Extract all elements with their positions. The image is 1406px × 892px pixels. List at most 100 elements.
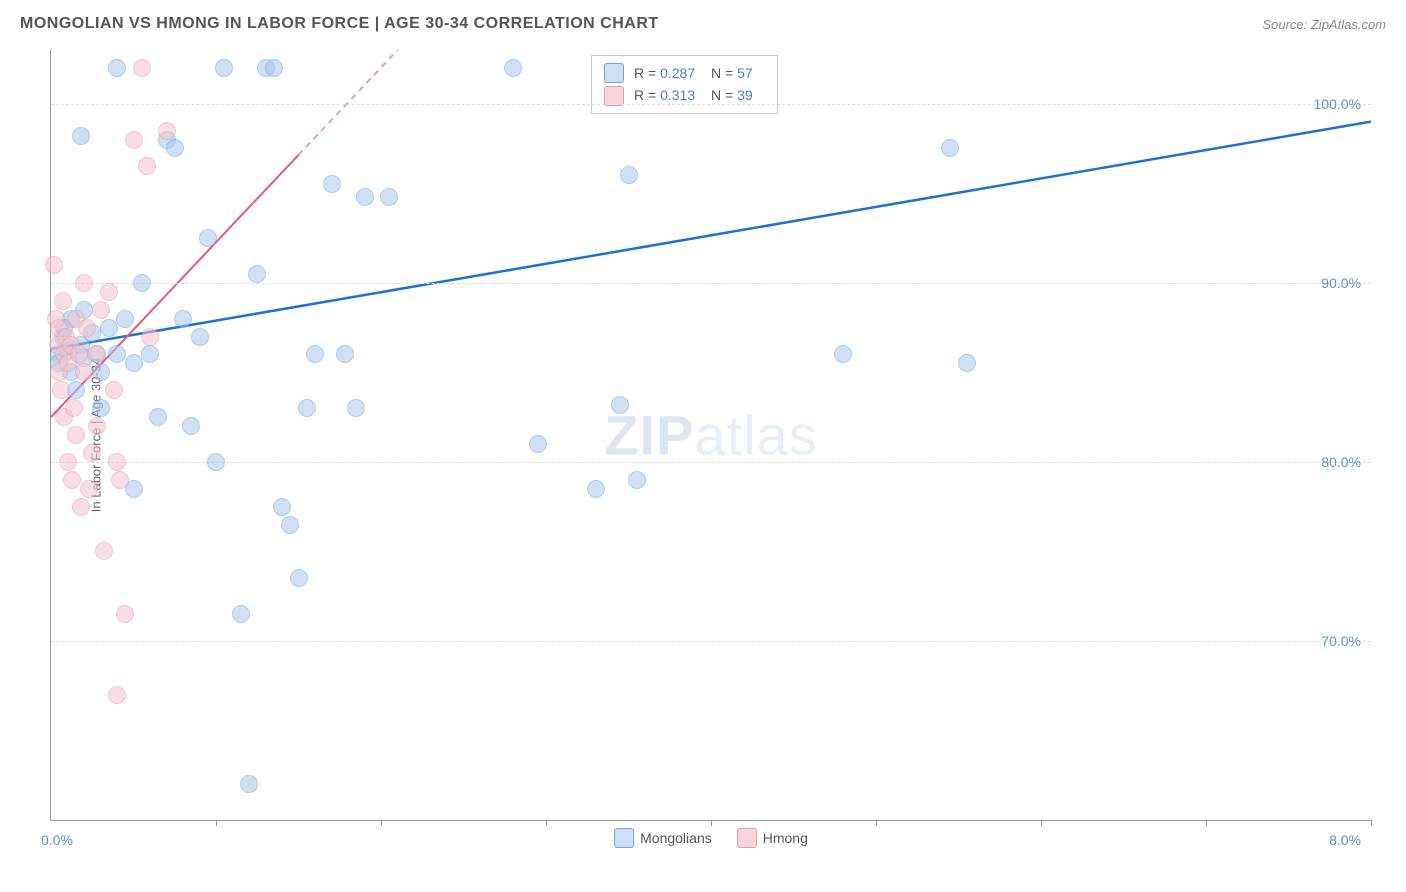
swatch-mongolians <box>604 63 624 83</box>
swatch-hmong <box>604 86 624 106</box>
data-point <box>133 59 151 77</box>
data-point <box>125 131 143 149</box>
gridline <box>51 641 1371 642</box>
data-point <box>323 175 341 193</box>
legend-label-hmong: Hmong <box>763 830 808 846</box>
legend-item-mongolians: Mongolians <box>614 828 712 848</box>
data-point <box>72 127 90 145</box>
data-point <box>611 396 629 414</box>
data-point <box>336 345 354 363</box>
source-label: Source: ZipAtlas.com <box>1262 17 1386 32</box>
data-point <box>92 399 110 417</box>
data-point <box>75 274 93 292</box>
scatter-chart: In Labor Force | Age 30-34 ZIPatlas R = … <box>50 50 1371 821</box>
data-point <box>620 166 638 184</box>
x-tick <box>711 820 712 826</box>
data-point <box>149 408 167 426</box>
data-point <box>108 686 126 704</box>
data-point <box>232 605 250 623</box>
stats-row-mongolians: R = 0.287 N = 57 <box>604 62 765 84</box>
gridline <box>51 283 1371 284</box>
gridline <box>51 462 1371 463</box>
data-point <box>941 139 959 157</box>
data-point <box>108 345 126 363</box>
y-tick-label: 100.0% <box>1314 96 1361 112</box>
data-point <box>108 59 126 77</box>
data-point <box>92 301 110 319</box>
data-point <box>158 122 176 140</box>
data-point <box>52 381 70 399</box>
data-point <box>248 265 266 283</box>
data-point <box>45 256 63 274</box>
data-point <box>80 480 98 498</box>
data-point <box>306 345 324 363</box>
data-point <box>587 480 605 498</box>
legend-swatch-mongolians <box>614 828 634 848</box>
x-tick <box>546 820 547 826</box>
data-point <box>72 498 90 516</box>
y-tick-label: 90.0% <box>1321 275 1361 291</box>
gridline <box>51 104 1371 105</box>
data-point <box>834 345 852 363</box>
data-point <box>75 363 93 381</box>
x-tick <box>1371 820 1372 826</box>
stats-legend: R = 0.287 N = 57 R = 0.313 N = 39 <box>591 55 778 114</box>
legend-item-hmong: Hmong <box>737 828 808 848</box>
data-point <box>240 775 258 793</box>
data-point <box>207 453 225 471</box>
watermark: ZIPatlas <box>604 403 817 468</box>
data-point <box>182 417 200 435</box>
x-axis-min-label: 0.0% <box>41 832 73 848</box>
chart-header: MONGOLIAN VS HMONG IN LABOR FORCE | AGE … <box>20 15 1386 33</box>
data-point <box>529 435 547 453</box>
data-point <box>958 354 976 372</box>
data-point <box>380 188 398 206</box>
data-point <box>504 59 522 77</box>
data-point <box>88 417 106 435</box>
data-point <box>105 381 123 399</box>
data-point <box>191 328 209 346</box>
series-legend: Mongolians Hmong <box>614 828 808 848</box>
data-point <box>265 59 283 77</box>
data-point <box>628 471 646 489</box>
data-point <box>356 188 374 206</box>
data-point <box>141 328 159 346</box>
data-point <box>108 453 126 471</box>
data-point <box>281 516 299 534</box>
data-point <box>125 354 143 372</box>
legend-swatch-hmong <box>737 828 757 848</box>
chart-title: MONGOLIAN VS HMONG IN LABOR FORCE | AGE … <box>20 15 659 33</box>
y-tick-label: 70.0% <box>1321 633 1361 649</box>
data-point <box>67 426 85 444</box>
data-point <box>63 471 81 489</box>
data-point <box>141 345 159 363</box>
data-point <box>83 444 101 462</box>
data-point <box>215 59 233 77</box>
data-point <box>92 363 110 381</box>
data-point <box>138 157 156 175</box>
data-point <box>54 292 72 310</box>
data-point <box>65 399 83 417</box>
data-point <box>116 605 134 623</box>
data-point <box>298 399 316 417</box>
data-point <box>133 274 151 292</box>
legend-label-mongolians: Mongolians <box>640 830 712 846</box>
data-point <box>290 569 308 587</box>
x-tick <box>876 820 877 826</box>
data-point <box>116 310 134 328</box>
x-axis-max-label: 8.0% <box>1329 832 1361 848</box>
data-point <box>111 471 129 489</box>
data-point <box>95 542 113 560</box>
x-tick <box>381 820 382 826</box>
x-tick <box>1041 820 1042 826</box>
data-point <box>174 310 192 328</box>
data-point <box>166 139 184 157</box>
x-tick <box>216 820 217 826</box>
trend-lines <box>51 50 1371 820</box>
data-point <box>59 453 77 471</box>
data-point <box>100 319 118 337</box>
data-point <box>273 498 291 516</box>
data-point <box>199 229 217 247</box>
data-point <box>78 319 96 337</box>
data-point <box>70 345 88 363</box>
